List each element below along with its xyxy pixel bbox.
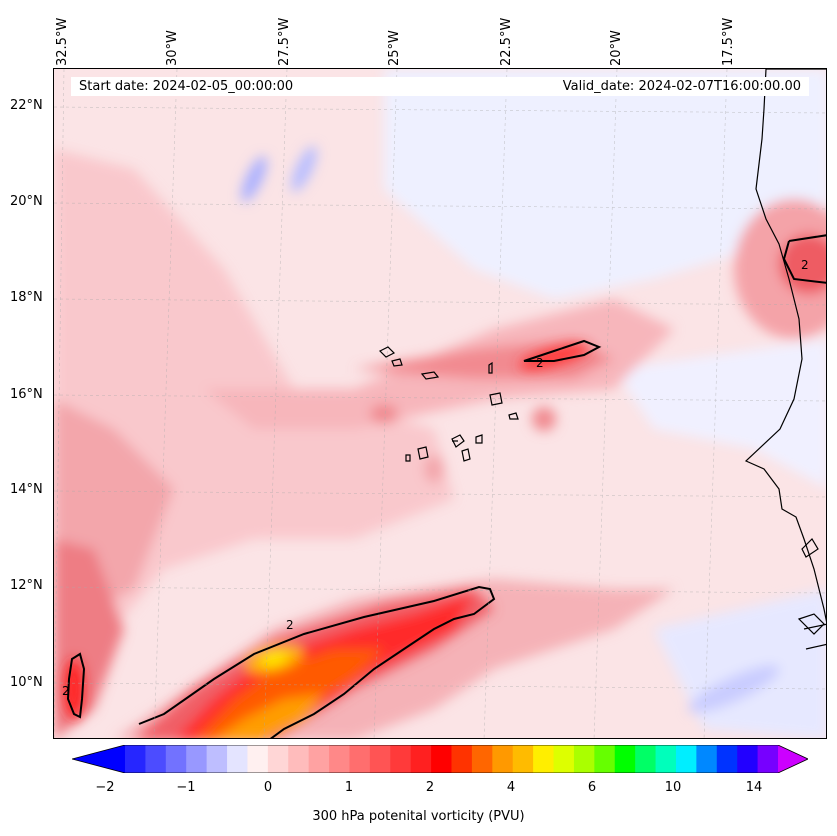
colorbar-segment xyxy=(186,745,208,773)
colorbar-tick: 14 xyxy=(745,780,763,795)
start-date: Start date: 2024-02-05_00:00:00 xyxy=(79,79,294,94)
colorbar-segment xyxy=(267,745,289,773)
longitude-label: 30°W xyxy=(165,30,180,66)
colorbar-segment xyxy=(349,745,371,773)
colorbar-segment xyxy=(635,745,657,773)
colorbar-label: 300 hPa potenital vorticity (PVU) xyxy=(312,809,525,824)
colorbar-segment xyxy=(451,745,473,773)
colorbar-tick: 2 xyxy=(425,780,435,795)
colorbar-segment xyxy=(492,745,514,773)
colorbar-extend-high xyxy=(778,745,808,773)
colorbar-segment xyxy=(329,745,350,773)
colorbar-segment xyxy=(288,745,310,773)
valid-date: Valid_date: 2024-02-07T16:00:00.00 xyxy=(562,79,801,94)
date-info-box: Start date: 2024-02-05_00:00:00 Valid_da… xyxy=(71,77,809,96)
gridlines xyxy=(54,69,826,738)
latitude-label: 14°N xyxy=(10,482,43,497)
contour-label: 2 xyxy=(286,618,294,632)
colorbar-segment xyxy=(369,745,391,773)
colorbar-segment xyxy=(206,745,228,773)
colorbar-segment xyxy=(512,745,534,773)
colorbar-segment xyxy=(247,745,269,773)
cape-verde-islands xyxy=(378,346,519,462)
pv-contour xyxy=(66,234,826,738)
colorbar-tick: 10 xyxy=(664,780,682,795)
latitude-label: 12°N xyxy=(10,578,43,593)
colorbar-tick: 4 xyxy=(506,780,516,795)
colorbar-segment xyxy=(553,745,575,773)
colorbar-segment xyxy=(594,745,616,773)
longitude-label: 25°W xyxy=(387,30,402,66)
colorbar-segment xyxy=(533,745,555,773)
colorbar-segment xyxy=(675,745,697,773)
latitude-label: 10°N xyxy=(10,675,43,690)
colorbar-tick: 0 xyxy=(263,780,273,795)
contour-label: 2 xyxy=(536,356,544,370)
colorbar-segment xyxy=(308,745,330,773)
longitude-label: 32.5°W xyxy=(55,17,70,66)
latitude-label: 16°N xyxy=(10,387,43,402)
colorbar-segment xyxy=(614,745,636,773)
colorbar xyxy=(72,745,808,773)
colorbar-segment xyxy=(655,745,677,773)
colorbar-segment xyxy=(471,745,493,773)
coastline xyxy=(744,69,826,650)
colorbar-segment xyxy=(696,745,718,773)
colorbar-tick: 1 xyxy=(344,780,354,795)
colorbar-tick: −1 xyxy=(176,780,196,795)
colorbar-segment xyxy=(737,745,759,773)
colorbar-tick: −2 xyxy=(95,780,115,795)
colorbar-segment xyxy=(145,745,167,773)
pv-map: 2 2 2 2 xyxy=(53,68,827,739)
colorbar-extend-low xyxy=(72,745,125,773)
longitude-label: 27.5°W xyxy=(277,17,292,66)
pv-field: 2 2 2 2 xyxy=(54,69,826,738)
colorbar-segment xyxy=(227,745,248,773)
colorbar-segment xyxy=(410,745,432,773)
longitude-label: 17.5°W xyxy=(721,17,736,66)
longitude-label: 22.5°W xyxy=(499,17,514,66)
latitude-label: 20°N xyxy=(10,194,43,209)
colorbar-segment xyxy=(165,745,187,773)
colorbar-segment xyxy=(757,745,779,773)
colorbar-segment xyxy=(716,745,738,773)
colorbar-segment xyxy=(431,745,452,773)
colorbar-segment xyxy=(390,745,412,773)
colorbar-segment xyxy=(573,745,595,773)
latitude-label: 22°N xyxy=(10,98,43,113)
contour-label: 2 xyxy=(801,258,809,272)
colorbar-segment xyxy=(125,745,146,773)
colorbar-tick: 6 xyxy=(587,780,597,795)
longitude-label: 20°W xyxy=(609,30,624,66)
latitude-label: 18°N xyxy=(10,290,43,305)
contour-label: 2 xyxy=(62,684,70,698)
